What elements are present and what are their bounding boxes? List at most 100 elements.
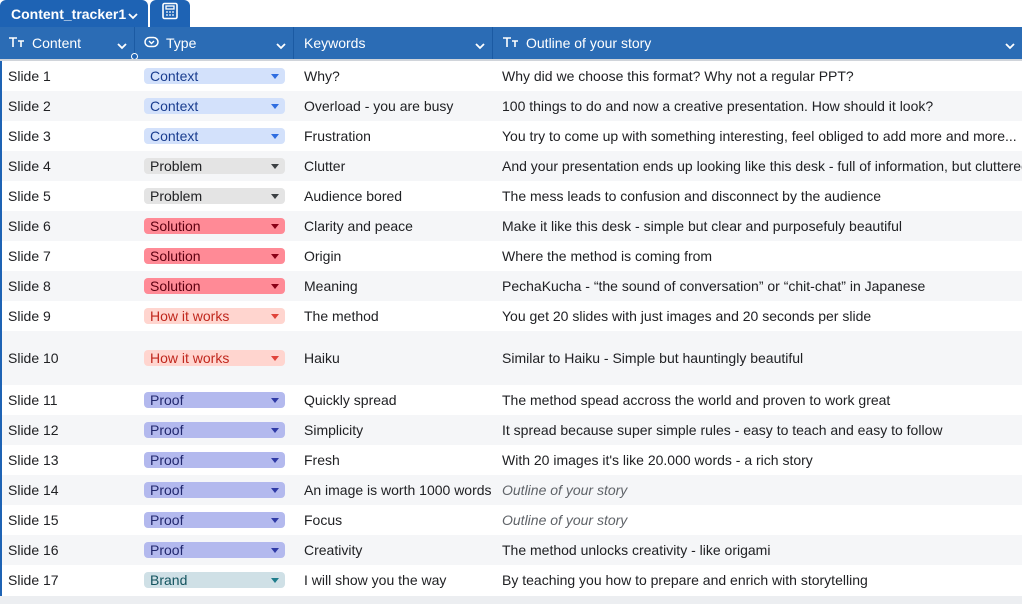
cell-type[interactable]: Proof xyxy=(144,385,285,415)
column-header-type[interactable]: Type xyxy=(135,27,293,59)
chevron-down-icon[interactable] xyxy=(1004,38,1016,54)
dropdown-arrow-icon[interactable] xyxy=(271,194,279,199)
table-row[interactable]: Slide 16 Proof Creativity The method unlock… xyxy=(0,535,1022,565)
cell-outline[interactable]: Similar to Haiku - Simple but hauntingly… xyxy=(502,350,804,366)
cell-keywords[interactable]: Clutter xyxy=(304,158,346,174)
table-row[interactable]: Slide 6 Solution Clarity and peace Make it … xyxy=(0,211,1022,241)
cell-outline-placeholder[interactable]: Outline of your story xyxy=(502,482,628,498)
type-dropdown-chip[interactable]: Proof xyxy=(144,542,285,558)
type-dropdown-chip[interactable]: Solution xyxy=(144,248,285,264)
dropdown-arrow-icon[interactable] xyxy=(271,314,279,319)
table-row[interactable]: Slide 15 Proof Focus Outline of your story xyxy=(0,505,1022,535)
table-row[interactable]: Slide 4 Problem Clutter And your presentati… xyxy=(0,151,1022,181)
type-dropdown-chip[interactable]: Proof xyxy=(144,512,285,528)
dropdown-arrow-icon[interactable] xyxy=(271,164,279,169)
table-row[interactable]: Slide 3 Context Frustration You try to come… xyxy=(0,121,1022,151)
cell-content[interactable]: Slide 13 xyxy=(8,452,59,468)
column-divider[interactable] xyxy=(293,27,294,59)
table-row[interactable]: Slide 11 Proof Quickly spread The method sp… xyxy=(0,385,1022,415)
type-dropdown-chip[interactable]: Proof xyxy=(144,392,285,408)
table-row[interactable]: Slide 10 How it works Haiku Similar to Haik… xyxy=(0,331,1022,385)
dropdown-arrow-icon[interactable] xyxy=(271,398,279,403)
cell-keywords[interactable]: An image is worth 1000 words xyxy=(304,482,492,498)
dropdown-arrow-icon[interactable] xyxy=(271,104,279,109)
cell-keywords[interactable]: Why? xyxy=(304,68,340,84)
type-dropdown-chip[interactable]: How it works xyxy=(144,350,285,366)
type-dropdown-chip[interactable]: Context xyxy=(144,98,285,114)
cell-outline[interactable]: You try to come up with something intere… xyxy=(502,128,1017,144)
cell-type[interactable]: Solution xyxy=(144,271,285,301)
cell-outline[interactable]: With 20 images it's like 20.000 words - … xyxy=(502,452,813,468)
cell-type[interactable]: Proof xyxy=(144,535,285,565)
dropdown-arrow-icon[interactable] xyxy=(271,518,279,523)
cell-outline[interactable]: The method spead accross the world and p… xyxy=(502,392,891,408)
cell-content[interactable]: Slide 14 xyxy=(8,482,59,498)
cell-outline[interactable]: And your presentation ends up looking li… xyxy=(502,158,1022,174)
cell-content[interactable]: Slide 5 xyxy=(8,188,51,204)
cell-content[interactable]: Slide 12 xyxy=(8,422,59,438)
cell-keywords[interactable]: The method xyxy=(304,308,379,324)
cell-keywords[interactable]: Origin xyxy=(304,248,342,264)
dropdown-arrow-icon[interactable] xyxy=(271,458,279,463)
cell-keywords[interactable]: Frustration xyxy=(304,128,371,144)
dropdown-arrow-icon[interactable] xyxy=(271,254,279,259)
dropdown-arrow-icon[interactable] xyxy=(271,578,279,583)
cell-outline[interactable]: Make it like this desk - simple but clea… xyxy=(502,218,902,234)
type-dropdown-chip[interactable]: Brand xyxy=(144,572,285,588)
chevron-down-icon[interactable] xyxy=(275,38,287,54)
cell-outline-placeholder[interactable]: Outline of your story xyxy=(502,512,628,528)
dropdown-arrow-icon[interactable] xyxy=(271,488,279,493)
cell-outline[interactable]: It spread because super simple rules - e… xyxy=(502,422,943,438)
dropdown-arrow-icon[interactable] xyxy=(271,284,279,289)
table-row[interactable]: Slide 7 Solution Origin Where the method is… xyxy=(0,241,1022,271)
type-dropdown-chip[interactable]: Proof xyxy=(144,482,285,498)
table-row[interactable]: Slide 2 Context Overload - you are busy 100… xyxy=(0,91,1022,121)
cell-type[interactable]: Proof xyxy=(144,475,285,505)
cell-type[interactable]: Proof xyxy=(144,415,285,445)
type-dropdown-chip[interactable]: Proof xyxy=(144,452,285,468)
cell-type[interactable]: Problem xyxy=(144,181,285,211)
cell-outline[interactable]: 100 things to do and now a creative pres… xyxy=(502,98,934,114)
cell-outline[interactable]: The method unlocks creativity - like ori… xyxy=(502,542,771,558)
cell-content[interactable]: Slide 15 xyxy=(8,512,59,528)
table-row[interactable]: Slide 1 Context Why? Why did we choose this… xyxy=(0,61,1022,91)
type-dropdown-chip[interactable]: Problem xyxy=(144,158,285,174)
dropdown-arrow-icon[interactable] xyxy=(271,428,279,433)
type-dropdown-chip[interactable]: How it works xyxy=(144,308,285,324)
cell-keywords[interactable]: Audience bored xyxy=(304,188,403,204)
cell-content[interactable]: Slide 4 xyxy=(8,158,51,174)
cell-content[interactable]: Slide 3 xyxy=(8,128,51,144)
cell-keywords[interactable]: I will show you the way xyxy=(304,572,447,588)
dropdown-arrow-icon[interactable] xyxy=(271,224,279,229)
cell-content[interactable]: Slide 1 xyxy=(8,68,51,84)
cell-keywords[interactable]: Overload - you are busy xyxy=(304,98,454,114)
cell-content[interactable]: Slide 9 xyxy=(8,308,51,324)
table-row[interactable]: Slide 17 Brand I will show you the way By t… xyxy=(0,565,1022,595)
cell-content[interactable]: Slide 11 xyxy=(8,392,58,408)
cell-keywords[interactable]: Meaning xyxy=(304,278,358,294)
cell-keywords[interactable]: Quickly spread xyxy=(304,392,397,408)
type-dropdown-chip[interactable]: Context xyxy=(144,68,285,84)
cell-outline[interactable]: The mess leads to confusion and disconne… xyxy=(502,188,882,204)
table-row[interactable]: Slide 5 Problem Audience bored The mess lea… xyxy=(0,181,1022,211)
cell-type[interactable]: Solution xyxy=(144,241,285,271)
cell-keywords[interactable]: Creativity xyxy=(304,542,363,558)
column-header-outline[interactable]: Outline of your story xyxy=(493,27,1022,59)
type-dropdown-chip[interactable]: Solution xyxy=(144,218,285,234)
cell-type[interactable]: Solution xyxy=(144,211,285,241)
column-divider[interactable] xyxy=(134,27,135,59)
horizontal-scrollbar[interactable] xyxy=(0,596,1022,604)
cell-content[interactable]: Slide 16 xyxy=(8,542,59,558)
chevron-down-icon[interactable] xyxy=(116,38,128,54)
dropdown-arrow-icon[interactable] xyxy=(271,356,279,361)
cell-type[interactable]: How it works xyxy=(144,301,285,331)
cell-content[interactable]: Slide 2 xyxy=(8,98,51,114)
chevron-down-icon[interactable] xyxy=(474,38,486,54)
cell-type[interactable]: Proof xyxy=(144,445,285,475)
cell-content[interactable]: Slide 17 xyxy=(8,572,59,588)
cell-content[interactable]: Slide 7 xyxy=(8,248,51,264)
cell-type[interactable]: Context xyxy=(144,61,285,91)
dropdown-arrow-icon[interactable] xyxy=(271,134,279,139)
sheet-tab-content-tracker[interactable]: Content_tracker1 xyxy=(0,0,148,27)
type-dropdown-chip[interactable]: Problem xyxy=(144,188,285,204)
